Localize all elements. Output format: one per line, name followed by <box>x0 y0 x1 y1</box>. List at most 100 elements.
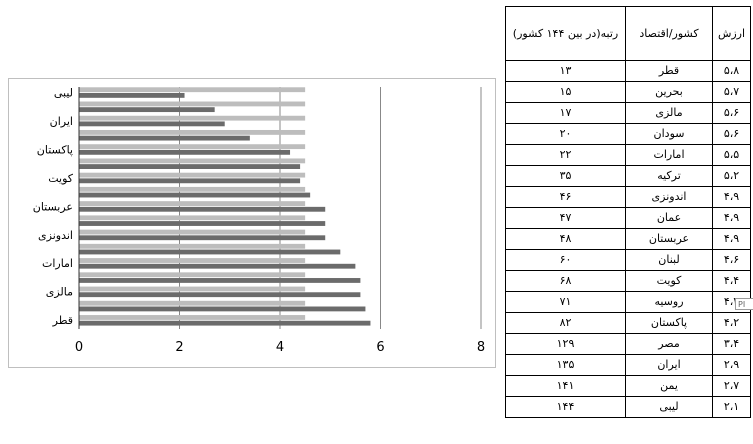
background-bar <box>79 129 306 135</box>
header-value: ارزش <box>712 6 751 61</box>
header-rank: رتبه(در بین ۱۴۴ کشور) <box>505 6 626 61</box>
y-tick-label: پاکستان <box>37 143 73 156</box>
table-row: ۲،۱ لیبی ۱۴۴ <box>505 396 751 418</box>
cell-rank: ۲۲ <box>505 144 626 166</box>
cell-value: ۴،۹ <box>712 228 751 250</box>
background-bar <box>79 201 306 207</box>
cell-country: کویت <box>625 270 713 292</box>
cell-country: عربستان <box>625 228 713 250</box>
cell-rank: ۳۵ <box>505 165 626 187</box>
cell-value: ۵،۵ <box>712 144 751 166</box>
cell-rank: ۴۷ <box>505 207 626 229</box>
x-tick-label: 8 <box>477 340 485 355</box>
table-row: ۵،۶ مالزی ۱۷ <box>505 102 751 124</box>
y-tick-label: اندونزی <box>38 229 73 242</box>
bar <box>79 178 301 184</box>
x-tick-label: 6 <box>376 340 384 355</box>
bar <box>79 235 326 241</box>
cell-country: مصر <box>625 333 713 355</box>
cell-value: ۴،۴ <box>712 270 751 292</box>
cell-value: ۴،۲ <box>712 312 751 334</box>
cell-value: ۵،۲ <box>712 165 751 187</box>
table-row: ۵،۵ امارات ۲۲ <box>505 144 751 166</box>
bar <box>79 278 361 283</box>
cell-country: بحرین <box>625 81 713 103</box>
cell-rank: ۱۴۴ <box>505 396 626 418</box>
cell-country: سودان <box>625 123 713 145</box>
y-tick-label: ایران <box>50 115 73 128</box>
cell-rank: ۴۶ <box>505 186 626 208</box>
background-bar <box>79 272 306 278</box>
table-row: ۴،۹ عمان ۴۷ <box>505 207 751 229</box>
table-header-row: ارزش کشور/اقتصاد رتبه(در بین ۱۴۴ کشور) <box>505 6 751 61</box>
cell-country: مالزی <box>625 102 713 124</box>
x-tick-label: 0 <box>75 340 83 355</box>
cell-rank: ۴۸ <box>505 228 626 250</box>
cell-rank: ۱۷ <box>505 102 626 124</box>
table-row: ۵،۶ سودان ۲۰ <box>505 123 751 145</box>
bar <box>79 192 311 198</box>
cell-rank: ۲۰ <box>505 123 626 145</box>
cell-rank: ۱۴۱ <box>505 375 626 397</box>
y-tick-label: قطر <box>52 314 73 327</box>
bar <box>79 306 366 312</box>
cell-value: ۲،۱ <box>712 396 751 418</box>
table-row: ۵،۸ قطر ۱۳ <box>505 60 751 82</box>
cell-value: ۴،۹ <box>712 186 751 208</box>
background-bar <box>79 186 306 192</box>
cell-country: پاکستان <box>625 312 713 334</box>
cell-rank: ۶۰ <box>505 249 626 271</box>
pi-tag: PI <box>735 298 753 310</box>
cell-value: ۴،۹ <box>712 207 751 229</box>
background-bar <box>79 243 306 249</box>
cell-value: ۲،۹ <box>712 354 751 376</box>
bar <box>79 263 356 269</box>
bar <box>79 206 326 212</box>
table-row: ۵،۲ ترکیه ۳۵ <box>505 165 751 187</box>
background-bar <box>79 258 306 263</box>
background-bar <box>79 300 306 306</box>
bar <box>79 221 326 226</box>
table-row: ۴،۹ عربستان ۴۸ <box>505 228 751 250</box>
table-row: ۳،۴ مصر ۱۲۹ <box>505 333 751 355</box>
x-tick-label: 4 <box>276 340 284 355</box>
table-row: ۵،۷ بحرین ۱۵ <box>505 81 751 103</box>
y-tick-label: کویت <box>48 172 74 185</box>
cell-country: ترکیه <box>625 165 713 187</box>
background-bar <box>79 215 306 221</box>
header-country: کشور/اقتصاد <box>625 6 713 61</box>
background-bar <box>79 315 306 320</box>
bar <box>79 135 250 141</box>
cell-country: عمان <box>625 207 713 229</box>
table-row: ۴،۹ اندونزی ۴۶ <box>505 186 751 208</box>
x-tick-label: 2 <box>175 340 183 355</box>
background-bar <box>79 286 306 292</box>
y-tick-label: عربستان <box>33 200 73 213</box>
cell-rank: ۱۵ <box>505 81 626 103</box>
cell-value: ۲،۷ <box>712 375 751 397</box>
cell-country: ایران <box>625 354 713 376</box>
bar <box>79 164 301 169</box>
table-row: ۴،۴ روسیه ۷۱ <box>505 291 751 313</box>
table-row: ۴،۶ لبنان ۶۰ <box>505 249 751 271</box>
cell-country: یمن <box>625 375 713 397</box>
ranking-table: ارزش کشور/اقتصاد رتبه(در بین ۱۴۴ کشور) ۵… <box>505 6 751 418</box>
bar <box>79 249 341 255</box>
cell-rank: ۸۲ <box>505 312 626 334</box>
bar <box>79 121 225 127</box>
table-row: ۴،۴ کویت ۶۸ <box>505 270 751 292</box>
background-bar <box>79 144 306 150</box>
cell-country: لبنان <box>625 249 713 271</box>
cell-country: اندونزی <box>625 186 713 208</box>
cell-value: ۳،۴ <box>712 333 751 355</box>
cell-value: ۵،۶ <box>712 123 751 145</box>
cell-rank: ۱۳۵ <box>505 354 626 376</box>
y-tick-label: مالزی <box>46 286 73 299</box>
cell-country: امارات <box>625 144 713 166</box>
background-bar <box>79 158 306 164</box>
y-tick-label: امارات <box>42 257 73 270</box>
bar-chart-svg: قطر مالزی امارات اندونزی عربستان کویت پاکستان ا… <box>33 86 485 355</box>
background-bar <box>79 87 306 93</box>
cell-country: لیبی <box>625 396 713 418</box>
bar <box>79 107 215 113</box>
